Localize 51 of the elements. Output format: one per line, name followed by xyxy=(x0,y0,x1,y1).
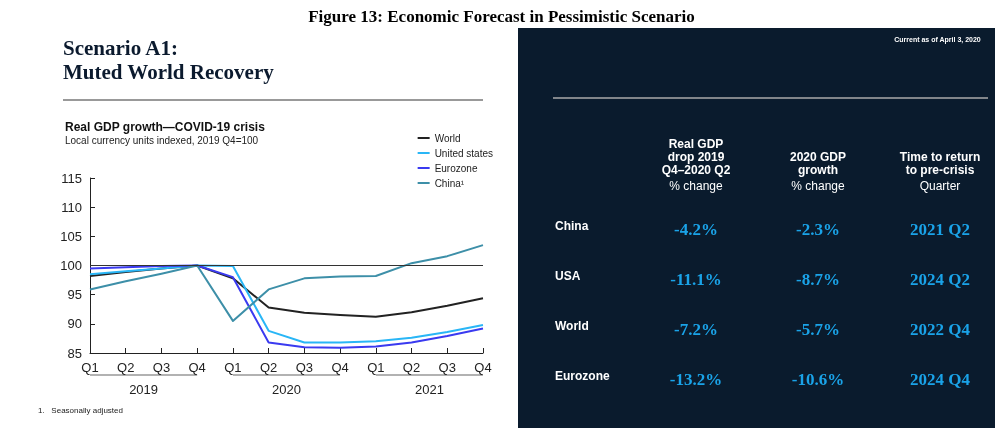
text: -8.7% xyxy=(796,269,840,289)
text: 1. Seasonally adjusted xyxy=(38,405,123,415)
category-label: USA xyxy=(555,269,581,283)
x-tick-label: Q3 xyxy=(295,360,314,375)
text: -5.7% xyxy=(796,319,840,339)
x-tick-label: Q2 xyxy=(402,360,421,375)
y-tick-label: 100 xyxy=(60,258,82,273)
text: -13.2% xyxy=(669,369,723,389)
text: -4.2% xyxy=(674,219,718,239)
text: 2020 xyxy=(272,382,301,397)
x-tick-label: Q1 xyxy=(367,360,385,375)
text: 2024 Q4 xyxy=(910,369,970,389)
x-tick-label: Q3 xyxy=(152,360,171,375)
x-tick-label: Q4 xyxy=(474,360,492,375)
y-tick-label: 115 xyxy=(61,170,82,186)
chart-title: Real GDP growth—COVID-19 crisis xyxy=(65,120,266,134)
text: 2021 Q2 xyxy=(910,219,970,239)
text: -2.3% xyxy=(796,219,840,239)
text: 2024 Q2 xyxy=(910,269,970,289)
legend-label: United states xyxy=(434,147,494,159)
x-tick-label: Q1 xyxy=(224,360,242,375)
text: -10.6% xyxy=(791,369,845,389)
category-label: World xyxy=(555,319,589,333)
text: 2022 Q4 xyxy=(910,319,970,339)
category-label: China xyxy=(555,219,589,233)
category-label: Time to return to pre-crisis Quarter xyxy=(899,149,981,193)
y-tick-label: 105 xyxy=(60,228,82,244)
text: -11.1% xyxy=(670,269,722,289)
x-tick-label: Q3 xyxy=(438,360,456,375)
y-tick-label: 90 xyxy=(67,316,82,332)
caption: Figure 13: Economic Forecast in Pessimistic Scenario xyxy=(307,7,696,28)
x-tick-label: Q4 xyxy=(188,360,206,375)
category-label: Real GDP drop 2019 Q4–2020 Q2 % change xyxy=(661,136,731,193)
y-tick-label: 110 xyxy=(61,199,82,215)
text: -7.2% xyxy=(674,319,718,339)
chart-subtitle: Local currency units indexed, 2019 Q4=100 xyxy=(65,134,259,146)
legend-label: World xyxy=(434,132,461,144)
y-tick-label: 95 xyxy=(67,287,82,303)
y-tick-label: 85 xyxy=(67,345,82,361)
line-series xyxy=(89,244,484,322)
legend-label: Eurozone xyxy=(434,162,478,174)
text: 2019 xyxy=(129,382,159,397)
x-tick-label: Q4 xyxy=(331,360,349,375)
x-tick-label: Q1 xyxy=(81,360,99,375)
text: Scenario A1: Muted World Recovery xyxy=(63,36,275,84)
category-label: Eurozone xyxy=(555,369,610,383)
x-tick-label: Q2 xyxy=(117,360,135,375)
x-tick-label: Q2 xyxy=(259,360,278,375)
category-label: 2020 GDP growth % change xyxy=(789,149,847,193)
legend-label: China¹ xyxy=(434,177,465,189)
text: 2021 xyxy=(414,382,444,397)
